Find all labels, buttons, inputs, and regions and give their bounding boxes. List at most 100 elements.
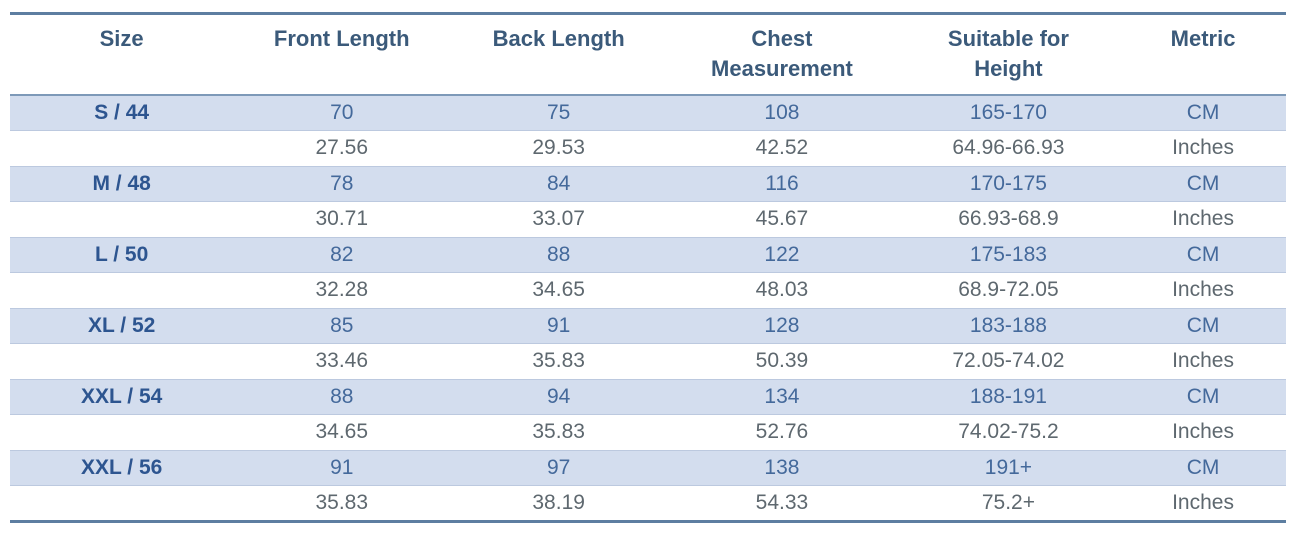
table-row: L / 50 82 88 122 175-183 CM bbox=[10, 237, 1286, 273]
cell-front: 35.83 bbox=[315, 490, 369, 514]
cell-back: 97 bbox=[546, 455, 571, 479]
cell-height: 175-183 bbox=[969, 242, 1047, 266]
table-row: S / 44 70 75 108 165-170 CM bbox=[10, 95, 1286, 131]
cell-chest: 50.39 bbox=[755, 349, 809, 373]
cell-back: 35.83 bbox=[532, 420, 585, 444]
cell-size: L / 50 bbox=[94, 242, 149, 266]
cell-front: 78 bbox=[330, 171, 354, 195]
table-row: 35.83 38.19 54.33 75.2+ Inches bbox=[10, 485, 1286, 522]
cell-height: 75.2+ bbox=[981, 490, 1035, 514]
header-suitable-for-height-label: Suitable for Height bbox=[947, 26, 1069, 81]
cell-size bbox=[10, 131, 233, 167]
cell-metric: CM bbox=[1186, 101, 1220, 124]
table-row: 34.65 35.83 52.76 74.02-75.2 Inches bbox=[10, 414, 1286, 451]
header-chest-measurement-label: Chest Measurement bbox=[711, 26, 853, 81]
cell-back: 94 bbox=[546, 384, 571, 408]
table-row: 33.46 35.83 50.39 72.05-74.02 Inches bbox=[10, 343, 1286, 380]
cell-size: M / 48 bbox=[92, 171, 151, 195]
cell-chest: 128 bbox=[764, 313, 800, 337]
cell-height: 165-170 bbox=[969, 101, 1047, 124]
cell-height: 66.93-68.9 bbox=[958, 207, 1059, 231]
cell-size: XXL / 56 bbox=[80, 455, 163, 479]
cell-metric: Inches bbox=[1172, 420, 1234, 444]
cell-metric: CM bbox=[1186, 455, 1220, 479]
table-row: M / 48 78 84 116 170-175 CM bbox=[10, 166, 1286, 202]
cell-back: 88 bbox=[546, 242, 571, 266]
cell-chest: 48.03 bbox=[755, 278, 809, 302]
cell-front: 88 bbox=[330, 384, 354, 408]
cell-height: 68.9-72.05 bbox=[958, 278, 1059, 302]
header-front-length-label: Front Length bbox=[273, 26, 410, 51]
table-row: XXL / 54 88 94 134 188-191 CM bbox=[10, 379, 1286, 415]
cell-size bbox=[10, 273, 233, 309]
cell-back: 33.07 bbox=[532, 207, 585, 231]
cell-height: 72.05-74.02 bbox=[952, 349, 1065, 373]
cell-metric: Inches bbox=[1172, 207, 1234, 231]
cell-metric: Inches bbox=[1172, 490, 1234, 514]
header-metric: Metric bbox=[1120, 14, 1286, 96]
cell-front: 70 bbox=[330, 101, 354, 124]
table-row: 27.56 29.53 42.52 64.96-66.93 Inches bbox=[10, 130, 1286, 167]
size-chart-body: S / 44 70 75 108 165-170 CM 27.56 29.53 42.52 64.… bbox=[10, 95, 1286, 521]
cell-size: XL / 52 bbox=[87, 313, 156, 337]
header-size-label: Size bbox=[99, 26, 144, 51]
cell-back: 29.53 bbox=[532, 136, 585, 160]
cell-metric: CM bbox=[1186, 313, 1220, 337]
table-row: 30.71 33.07 45.67 66.93-68.9 Inches bbox=[10, 201, 1286, 238]
cell-size: S / 44 bbox=[94, 101, 150, 124]
table-row: XXL / 56 91 97 138 191+ CM bbox=[10, 450, 1286, 486]
cell-back: 35.83 bbox=[532, 349, 585, 373]
cell-front: 82 bbox=[330, 242, 354, 266]
cell-back: 84 bbox=[546, 171, 571, 195]
cell-size bbox=[10, 415, 233, 451]
cell-height: 188-191 bbox=[969, 384, 1047, 408]
cell-height: 170-175 bbox=[969, 171, 1047, 195]
cell-chest: 42.52 bbox=[755, 136, 809, 160]
cell-height: 74.02-75.2 bbox=[958, 420, 1059, 444]
header-front-length: Front Length bbox=[233, 14, 450, 96]
cell-size: XXL / 54 bbox=[80, 384, 163, 408]
cell-metric: Inches bbox=[1172, 278, 1234, 302]
cell-metric: CM bbox=[1186, 171, 1220, 195]
cell-back: 34.65 bbox=[532, 278, 585, 302]
cell-chest: 45.67 bbox=[755, 207, 809, 231]
cell-chest: 138 bbox=[764, 455, 800, 479]
cell-metric: Inches bbox=[1172, 349, 1234, 373]
cell-chest: 54.33 bbox=[755, 490, 809, 514]
cell-front: 85 bbox=[330, 313, 354, 337]
cell-metric: CM bbox=[1186, 242, 1220, 266]
cell-chest: 52.76 bbox=[755, 420, 809, 444]
cell-front: 27.56 bbox=[315, 136, 369, 160]
header-suitable-for-height: Suitable for Height bbox=[897, 14, 1120, 96]
cell-height: 183-188 bbox=[969, 313, 1047, 337]
cell-back: 75 bbox=[546, 101, 571, 124]
cell-front: 91 bbox=[330, 455, 354, 479]
table-row: XL / 52 85 91 128 183-188 CM bbox=[10, 308, 1286, 344]
header-size: Size bbox=[10, 14, 233, 96]
cell-chest: 134 bbox=[764, 384, 800, 408]
cell-back: 38.19 bbox=[532, 490, 585, 514]
cell-front: 30.71 bbox=[315, 207, 369, 231]
cell-size bbox=[10, 344, 233, 380]
cell-metric: CM bbox=[1186, 384, 1220, 408]
cell-height: 191+ bbox=[984, 455, 1033, 479]
cell-front: 33.46 bbox=[315, 349, 369, 373]
cell-back: 91 bbox=[546, 313, 571, 337]
table-row: 32.28 34.65 48.03 68.9-72.05 Inches bbox=[10, 272, 1286, 309]
header-back-length: Back Length bbox=[450, 14, 667, 96]
header-row: Size Front Length Back Length Chest Meas… bbox=[10, 14, 1286, 96]
header-metric-label: Metric bbox=[1170, 26, 1236, 51]
cell-size bbox=[10, 202, 233, 238]
cell-metric: Inches bbox=[1172, 136, 1234, 160]
cell-size bbox=[10, 486, 233, 522]
cell-chest: 122 bbox=[764, 242, 800, 266]
cell-front: 32.28 bbox=[315, 278, 369, 302]
header-chest-measurement: Chest Measurement bbox=[667, 14, 897, 96]
cell-height: 64.96-66.93 bbox=[952, 136, 1065, 160]
header-back-length-label: Back Length bbox=[492, 26, 625, 51]
cell-chest: 116 bbox=[765, 171, 799, 195]
size-chart-table: Size Front Length Back Length Chest Meas… bbox=[10, 12, 1286, 523]
cell-front: 34.65 bbox=[315, 420, 369, 444]
cell-chest: 108 bbox=[764, 101, 800, 124]
